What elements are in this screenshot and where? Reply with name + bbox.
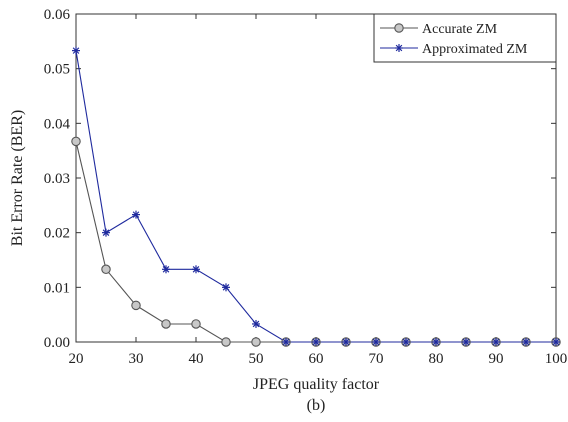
x-tick-label: 20 (69, 351, 84, 367)
y-tick-label: 0.01 (44, 280, 70, 296)
data-point (161, 319, 171, 329)
y-axis: 0.00 0.01 0.02 0.03 0.04 0.05 0.06 (44, 7, 556, 351)
legend: Accurate ZM Approximated ZM (373, 13, 557, 63)
x-axis-label: JPEG quality factor (253, 376, 380, 393)
figure-caption: (b) (307, 397, 326, 414)
data-point (402, 338, 410, 346)
data-point (132, 210, 140, 219)
y-tick-label: 0.00 (44, 335, 70, 351)
data-point (72, 46, 80, 55)
y-axis-label: Bit Error Rate (BER) (9, 110, 26, 246)
data-point (252, 319, 260, 328)
data-point (372, 338, 380, 346)
data-point (222, 283, 230, 292)
x-tick-label: 30 (129, 351, 144, 367)
data-point (191, 319, 201, 329)
x-tick-label: 100 (545, 351, 568, 367)
data-point (432, 338, 440, 346)
legend-marker-approximated (395, 44, 403, 52)
data-point (71, 136, 81, 147)
legend-label-accurate: Accurate ZM (422, 22, 498, 37)
data-point (251, 337, 261, 347)
x-tick-label: 80 (429, 351, 444, 367)
y-tick-label: 0.06 (44, 7, 71, 23)
x-tick-label: 90 (489, 351, 504, 367)
data-point (342, 338, 350, 346)
legend-marker-accurate (394, 23, 404, 33)
data-point (131, 300, 141, 311)
data-point (162, 265, 170, 274)
x-axis: 20 30 40 50 60 70 80 90 100 (69, 14, 568, 367)
y-tick-label: 0.05 (44, 62, 70, 78)
legend-circle-marker (394, 23, 404, 33)
x-tick-label: 40 (189, 351, 204, 367)
data-point (552, 338, 560, 346)
legend-label-approximated: Approximated ZM (422, 42, 528, 57)
y-tick-label: 0.03 (44, 171, 70, 187)
plot-area (75, 13, 557, 343)
data-point (102, 228, 110, 237)
data-point (221, 337, 231, 347)
data-point (462, 338, 470, 346)
series-markers-1 (72, 46, 560, 346)
series-layer (71, 46, 561, 347)
legend-star-marker (395, 44, 403, 52)
data-point (192, 265, 200, 274)
data-point (522, 338, 530, 346)
data-point (312, 338, 320, 346)
x-tick-label: 60 (309, 351, 324, 367)
x-tick-label: 70 (369, 351, 384, 367)
data-point (101, 264, 111, 275)
data-point (492, 338, 500, 346)
y-tick-label: 0.04 (44, 116, 71, 132)
x-tick-label: 50 (249, 351, 264, 367)
y-tick-label: 0.02 (44, 226, 70, 242)
legend-box (373, 13, 557, 63)
data-point (282, 338, 290, 346)
